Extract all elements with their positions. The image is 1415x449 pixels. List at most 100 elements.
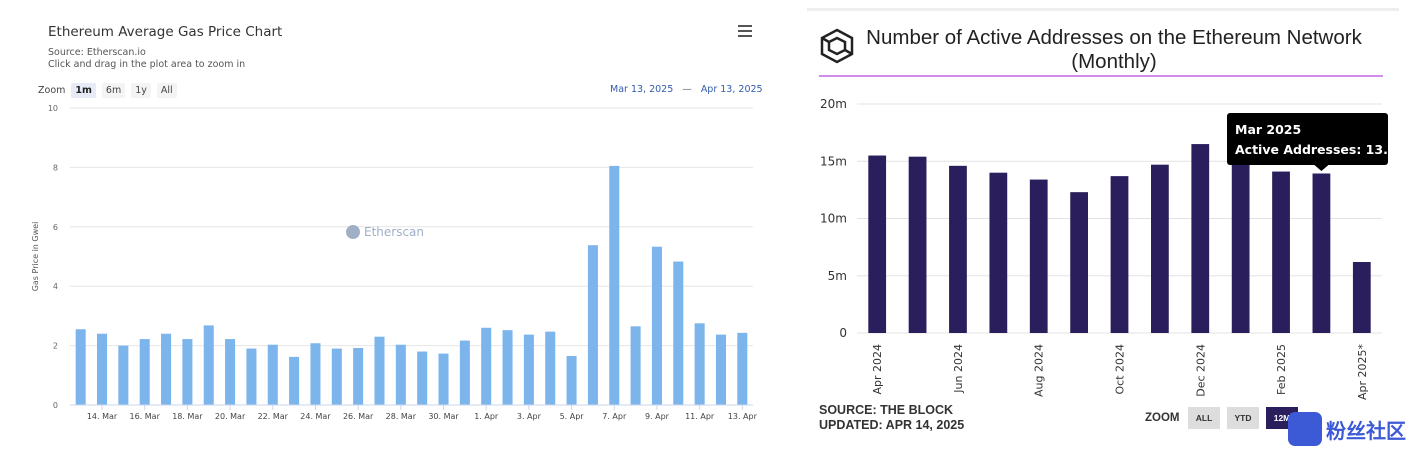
fensi-watermark: 粉丝社区 bbox=[1288, 412, 1406, 446]
x-tick-label: 26. Mar bbox=[343, 412, 374, 421]
x-tick-label: Feb 2025 bbox=[1275, 344, 1288, 395]
x-tick-label: Jun 2024 bbox=[952, 344, 965, 394]
the-block-cube-icon bbox=[820, 28, 854, 64]
gas-price-plot[interactable]: 0 2 4 6 8 10 Gas Price in Gwei 14. Mar 16. Mar 18… bbox=[0, 0, 790, 449]
x-tick-label: 16. Mar bbox=[130, 412, 161, 421]
bar-7-apr bbox=[609, 165, 620, 405]
zoom-all-button[interactable]: All bbox=[156, 83, 177, 98]
bar-nov-2024 bbox=[1151, 164, 1169, 333]
zoom-label: ZOOM bbox=[1145, 412, 1180, 424]
bar-16-mar bbox=[139, 339, 150, 405]
y-tick-label: 20m bbox=[820, 97, 847, 111]
range-to[interactable]: Apr 13, 2025 bbox=[700, 84, 763, 95]
bar-20-mar bbox=[225, 339, 236, 405]
y-tick-label: 10m bbox=[820, 212, 847, 226]
zoom-controls: Zoom 1m 6m 1y All bbox=[38, 83, 177, 98]
x-tick-label: Apr 2024 bbox=[871, 344, 884, 395]
chart-title: Number of Active Addresses on the Ethere… bbox=[857, 26, 1371, 74]
x-tick-label: 13. Apr bbox=[728, 412, 758, 421]
bar-13-mar bbox=[75, 329, 86, 405]
bar-3-apr bbox=[523, 334, 534, 405]
hamburger-menu-icon[interactable] bbox=[738, 25, 752, 37]
range-from[interactable]: Mar 13, 2025 bbox=[610, 84, 674, 95]
x-tick-label: 24. Mar bbox=[300, 412, 331, 421]
x-tick-label: Dec 2024 bbox=[1194, 344, 1207, 397]
title-underline bbox=[819, 75, 1383, 77]
x-tick-label: 3. Apr bbox=[517, 412, 542, 421]
etherscan-logo-icon bbox=[346, 225, 360, 239]
chart-source: Source: Etherscan.io bbox=[48, 47, 146, 58]
bar-29-mar bbox=[417, 351, 428, 405]
bar-28-mar bbox=[395, 344, 406, 405]
chart-hint: Click and drag in the plot area to zoom … bbox=[48, 59, 246, 70]
bar-jan-2025 bbox=[1231, 158, 1250, 333]
active-addresses-plot[interactable]: 0 5m 10m 15m 20m Apr 2024 Jun 2024 Aug 2024 Oct … bbox=[805, 0, 1410, 449]
bar-jul-2024 bbox=[989, 172, 1008, 333]
x-tick-label: 20. Mar bbox=[215, 412, 246, 421]
bar-jun-2024 bbox=[949, 165, 967, 333]
bar-mar-2025 bbox=[1312, 173, 1331, 333]
gas-price-chart-panel: Ethereum Average Gas Price Chart Source:… bbox=[0, 0, 790, 449]
x-tick-label: Apr 2025* bbox=[1356, 344, 1369, 401]
bar-27-mar bbox=[374, 336, 385, 405]
bar-dec-2024 bbox=[1191, 144, 1210, 333]
chart-title: Ethereum Average Gas Price Chart bbox=[48, 24, 283, 40]
bar-18-mar bbox=[182, 339, 193, 405]
bar-8-apr bbox=[630, 326, 641, 405]
x-tick-label: 1. Apr bbox=[474, 412, 499, 421]
y-tick-label: 0 bbox=[839, 326, 847, 340]
x-tick-label: 22. Mar bbox=[258, 412, 289, 421]
bar-26-mar bbox=[353, 347, 364, 405]
zoom-all-button[interactable]: ALL bbox=[1188, 407, 1220, 429]
chart-title-line2: (Monthly) bbox=[1071, 50, 1157, 73]
watermark-text: Etherscan bbox=[364, 225, 425, 239]
zoom-6m-button[interactable]: 6m bbox=[101, 83, 126, 98]
bar-aug-2024 bbox=[1029, 179, 1048, 333]
bar-14-mar bbox=[96, 333, 108, 405]
y-tick-label: 5m bbox=[828, 269, 847, 283]
tooltip-box bbox=[1227, 113, 1388, 165]
x-tick-label: 7. Apr bbox=[602, 412, 627, 421]
bar-21-mar bbox=[246, 348, 257, 405]
bar-23-mar bbox=[289, 356, 300, 405]
bar-6-apr bbox=[587, 245, 598, 405]
bar-may-2024 bbox=[908, 156, 927, 333]
bar-4-apr bbox=[545, 331, 556, 405]
date-range[interactable]: Mar 13, 2025 — Apr 13, 2025 bbox=[610, 84, 763, 95]
top-divider bbox=[807, 8, 1399, 11]
bar-19-mar bbox=[203, 325, 214, 405]
range-separator: — bbox=[682, 84, 692, 95]
y-tick-label: 4 bbox=[53, 282, 58, 291]
etherscan-watermark: Etherscan bbox=[346, 225, 424, 239]
bar-9-apr bbox=[651, 246, 662, 405]
bar-12-apr bbox=[715, 334, 727, 405]
x-tick-label: 5. Apr bbox=[560, 412, 585, 421]
bar-17-mar bbox=[161, 333, 172, 405]
bar-11-apr bbox=[694, 323, 705, 405]
bar-22-mar bbox=[267, 344, 278, 405]
updated-text: UPDATED: APR 14, 2025 bbox=[819, 418, 965, 432]
x-tick-label: 28. Mar bbox=[386, 412, 417, 421]
zoom-ytd-button[interactable]: YTD bbox=[1227, 407, 1259, 429]
y-tick-label: 0 bbox=[53, 401, 58, 410]
bar-apr-2024 bbox=[868, 155, 887, 333]
y-tick-label: 2 bbox=[53, 342, 58, 351]
x-tick-label: Aug 2024 bbox=[1033, 344, 1046, 397]
x-tick-label: 14. Mar bbox=[87, 412, 118, 421]
bar-sep-2024 bbox=[1070, 192, 1088, 333]
bar-2-apr bbox=[502, 330, 513, 405]
zoom-1m-button[interactable]: 1m bbox=[71, 83, 96, 98]
y-axis-label: Gas Price in Gwei bbox=[31, 222, 40, 292]
bar-13-apr bbox=[737, 332, 748, 405]
bar-feb-2025 bbox=[1272, 171, 1290, 333]
bar-25-mar bbox=[331, 348, 342, 405]
bar-24-mar bbox=[310, 343, 321, 405]
bar-apr-2025- bbox=[1352, 262, 1371, 333]
x-tick-label: 9. Apr bbox=[645, 412, 670, 421]
y-tick-label: 15m bbox=[820, 154, 847, 168]
fensi-logo-icon bbox=[1288, 412, 1322, 446]
bar-5-apr bbox=[566, 355, 577, 405]
tooltip-title: Mar 2025 bbox=[1235, 122, 1301, 137]
zoom-1y-button[interactable]: 1y bbox=[131, 83, 151, 98]
bar-oct-2024 bbox=[1110, 176, 1129, 333]
